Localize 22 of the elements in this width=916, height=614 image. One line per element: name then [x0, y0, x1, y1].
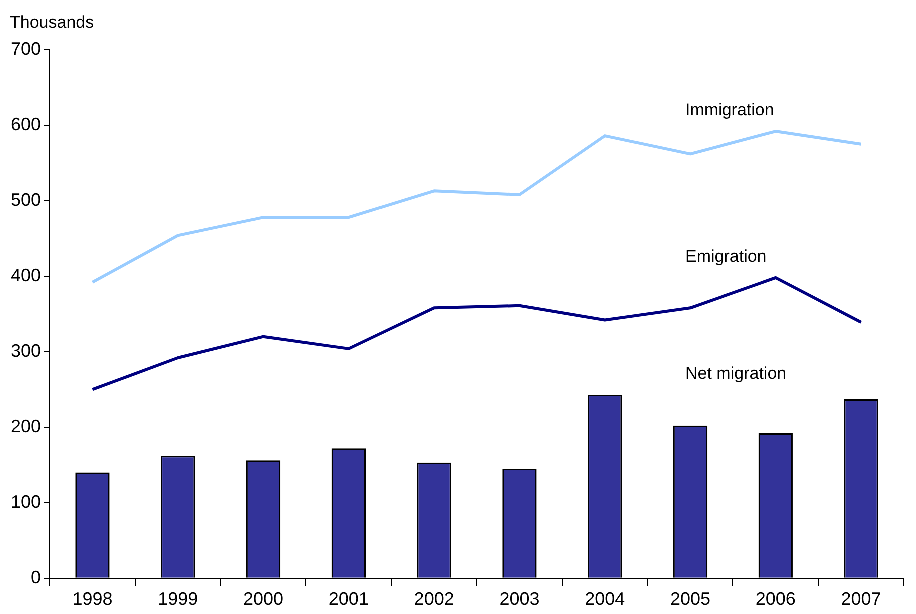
x-tick-label: 2005	[670, 589, 711, 610]
y-tick-label: 700	[10, 38, 42, 59]
x-tick-label: 2000	[244, 589, 284, 610]
y-tick-label: 300	[10, 340, 42, 361]
y-tick-label: 0	[31, 567, 42, 588]
series-label: Emigration	[686, 246, 767, 266]
y-tick-label: 500	[10, 190, 42, 210]
x-tick-label: 2003	[500, 589, 540, 610]
y-tick-label: 600	[10, 114, 42, 134]
series-label: Immigration	[686, 100, 774, 120]
x-tick-label: 1999	[158, 589, 198, 610]
text: Net migration	[686, 364, 787, 383]
x-tick-label: 2001	[328, 589, 369, 610]
x-tick-label: 2007	[841, 589, 882, 610]
x-tick-label: 2004	[585, 589, 626, 610]
y-tick-label: 400	[10, 265, 42, 286]
x-tick-label: 1998	[72, 589, 113, 610]
y-axis-title: Thousands	[10, 13, 94, 32]
x-tick-label: 2002	[414, 589, 454, 610]
x-tick-label: 2006	[756, 589, 796, 610]
y-tick-label: 200	[10, 416, 42, 436]
y-tick-label: 100	[10, 492, 42, 512]
